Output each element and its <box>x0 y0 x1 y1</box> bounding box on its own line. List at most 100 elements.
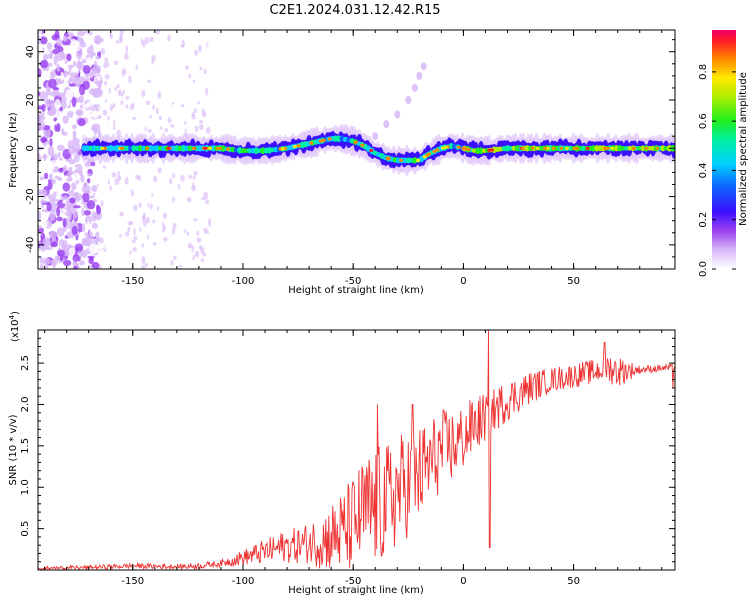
snr-series-line <box>38 330 675 570</box>
colorbar-axis: 0.0 0.2 0.4 0.6 0.8 <box>698 64 736 277</box>
ridge-peak <box>309 141 314 145</box>
noise-streak <box>177 183 180 190</box>
spectrogram-x-axis: -150 -100 -50 0 50 <box>44 30 663 287</box>
noise-streak <box>102 109 108 116</box>
noise-streak <box>184 128 187 133</box>
noise-streak <box>101 86 106 92</box>
noise-blob <box>55 53 63 62</box>
noise-streak <box>145 216 150 224</box>
noise-blob <box>38 189 48 196</box>
branch-point <box>372 132 379 141</box>
ridge-core <box>124 145 130 151</box>
noise-streak <box>141 256 146 265</box>
noise-streak <box>190 209 195 213</box>
noise-streak <box>159 126 163 130</box>
noise-streak <box>203 228 208 232</box>
noise-blob <box>62 131 68 136</box>
noise-blob <box>42 50 51 55</box>
ridge-peak <box>103 146 108 150</box>
noise-streak <box>124 177 129 185</box>
noise-streak <box>100 199 104 208</box>
noise-streak <box>144 125 147 132</box>
noise-blob <box>66 53 72 62</box>
y-tick-label: -40 <box>25 237 36 253</box>
noise-streak <box>196 237 202 243</box>
noise-blob <box>93 127 98 136</box>
noise-streak <box>122 177 126 183</box>
noise-streak <box>141 89 146 98</box>
noise-streak <box>203 191 209 200</box>
branch-point <box>411 83 418 92</box>
noise-blob <box>59 254 64 262</box>
noise-blob <box>76 48 83 60</box>
noise-streak <box>104 74 110 80</box>
noise-blob <box>93 47 101 53</box>
noise-streak <box>102 242 106 250</box>
noise-blob <box>48 78 57 89</box>
noise-streak <box>102 165 107 169</box>
noise-streak <box>202 177 208 183</box>
noise-blob <box>87 173 92 177</box>
noise-streak <box>136 105 140 112</box>
spectrogram-x-label: Height of straight line (km) <box>288 285 424 296</box>
noise-blob <box>86 178 91 184</box>
noise-streak <box>171 101 175 105</box>
noise-blob <box>56 227 65 237</box>
noise-blob <box>62 35 68 42</box>
ridge-core <box>504 144 510 152</box>
noise-streak <box>184 229 187 233</box>
noise-streak <box>161 221 165 227</box>
noise-streak <box>113 119 116 127</box>
noise-blob <box>90 161 96 167</box>
noise-blob <box>56 144 65 152</box>
noise-blob <box>51 153 59 161</box>
noise-streak <box>206 44 211 53</box>
y-tick-label: 2.5 <box>20 355 31 371</box>
noise-streak <box>195 197 201 204</box>
noise-streak <box>109 185 112 192</box>
noise-streak <box>199 120 204 124</box>
ridge-core <box>617 145 623 152</box>
noise-blob <box>73 265 78 269</box>
noise-blob <box>71 96 77 108</box>
spectrogram-y-axis: -40 -20 0 20 40 <box>25 39 675 258</box>
ridge-peak <box>466 147 471 152</box>
figure-title: C2E1.2024.031.12.42.R15 <box>269 3 440 18</box>
ridge-core <box>108 144 114 152</box>
ridge-peak <box>386 156 391 161</box>
noise-streak <box>141 243 145 248</box>
ridge-core <box>220 145 226 152</box>
branch-point <box>405 96 412 105</box>
noise-streak <box>155 101 159 109</box>
noise-streak <box>104 57 108 64</box>
noise-streak <box>107 178 110 186</box>
noise-blob <box>92 88 102 97</box>
noise-streak <box>115 40 120 44</box>
noise-streak <box>147 79 152 83</box>
noise-streak <box>117 171 121 175</box>
noise-streak <box>116 83 120 89</box>
noise-blob <box>50 71 54 76</box>
noise-blob <box>69 197 76 204</box>
snr-scale-exponent: 4 <box>8 314 16 319</box>
ridge-core <box>137 145 143 152</box>
ridge-peak <box>644 146 649 150</box>
noise-blob <box>89 231 93 239</box>
ridge-peak <box>632 146 637 150</box>
y-tick-label: 0 <box>25 145 36 151</box>
colorbar-gradient <box>712 30 736 269</box>
x-tick-label: -150 <box>121 276 144 287</box>
ridge-peak <box>292 145 297 149</box>
noise-blob <box>62 182 71 192</box>
noise-blob <box>59 59 66 69</box>
ridge-peak <box>490 148 495 152</box>
noise-streak <box>117 89 122 97</box>
noise-blob <box>89 256 94 261</box>
noise-streak <box>121 69 125 78</box>
noise-blob <box>62 175 69 180</box>
noise-blob <box>49 75 56 79</box>
noise-streak <box>126 34 130 42</box>
noise-streak <box>114 178 120 186</box>
noise-streak <box>103 80 108 86</box>
